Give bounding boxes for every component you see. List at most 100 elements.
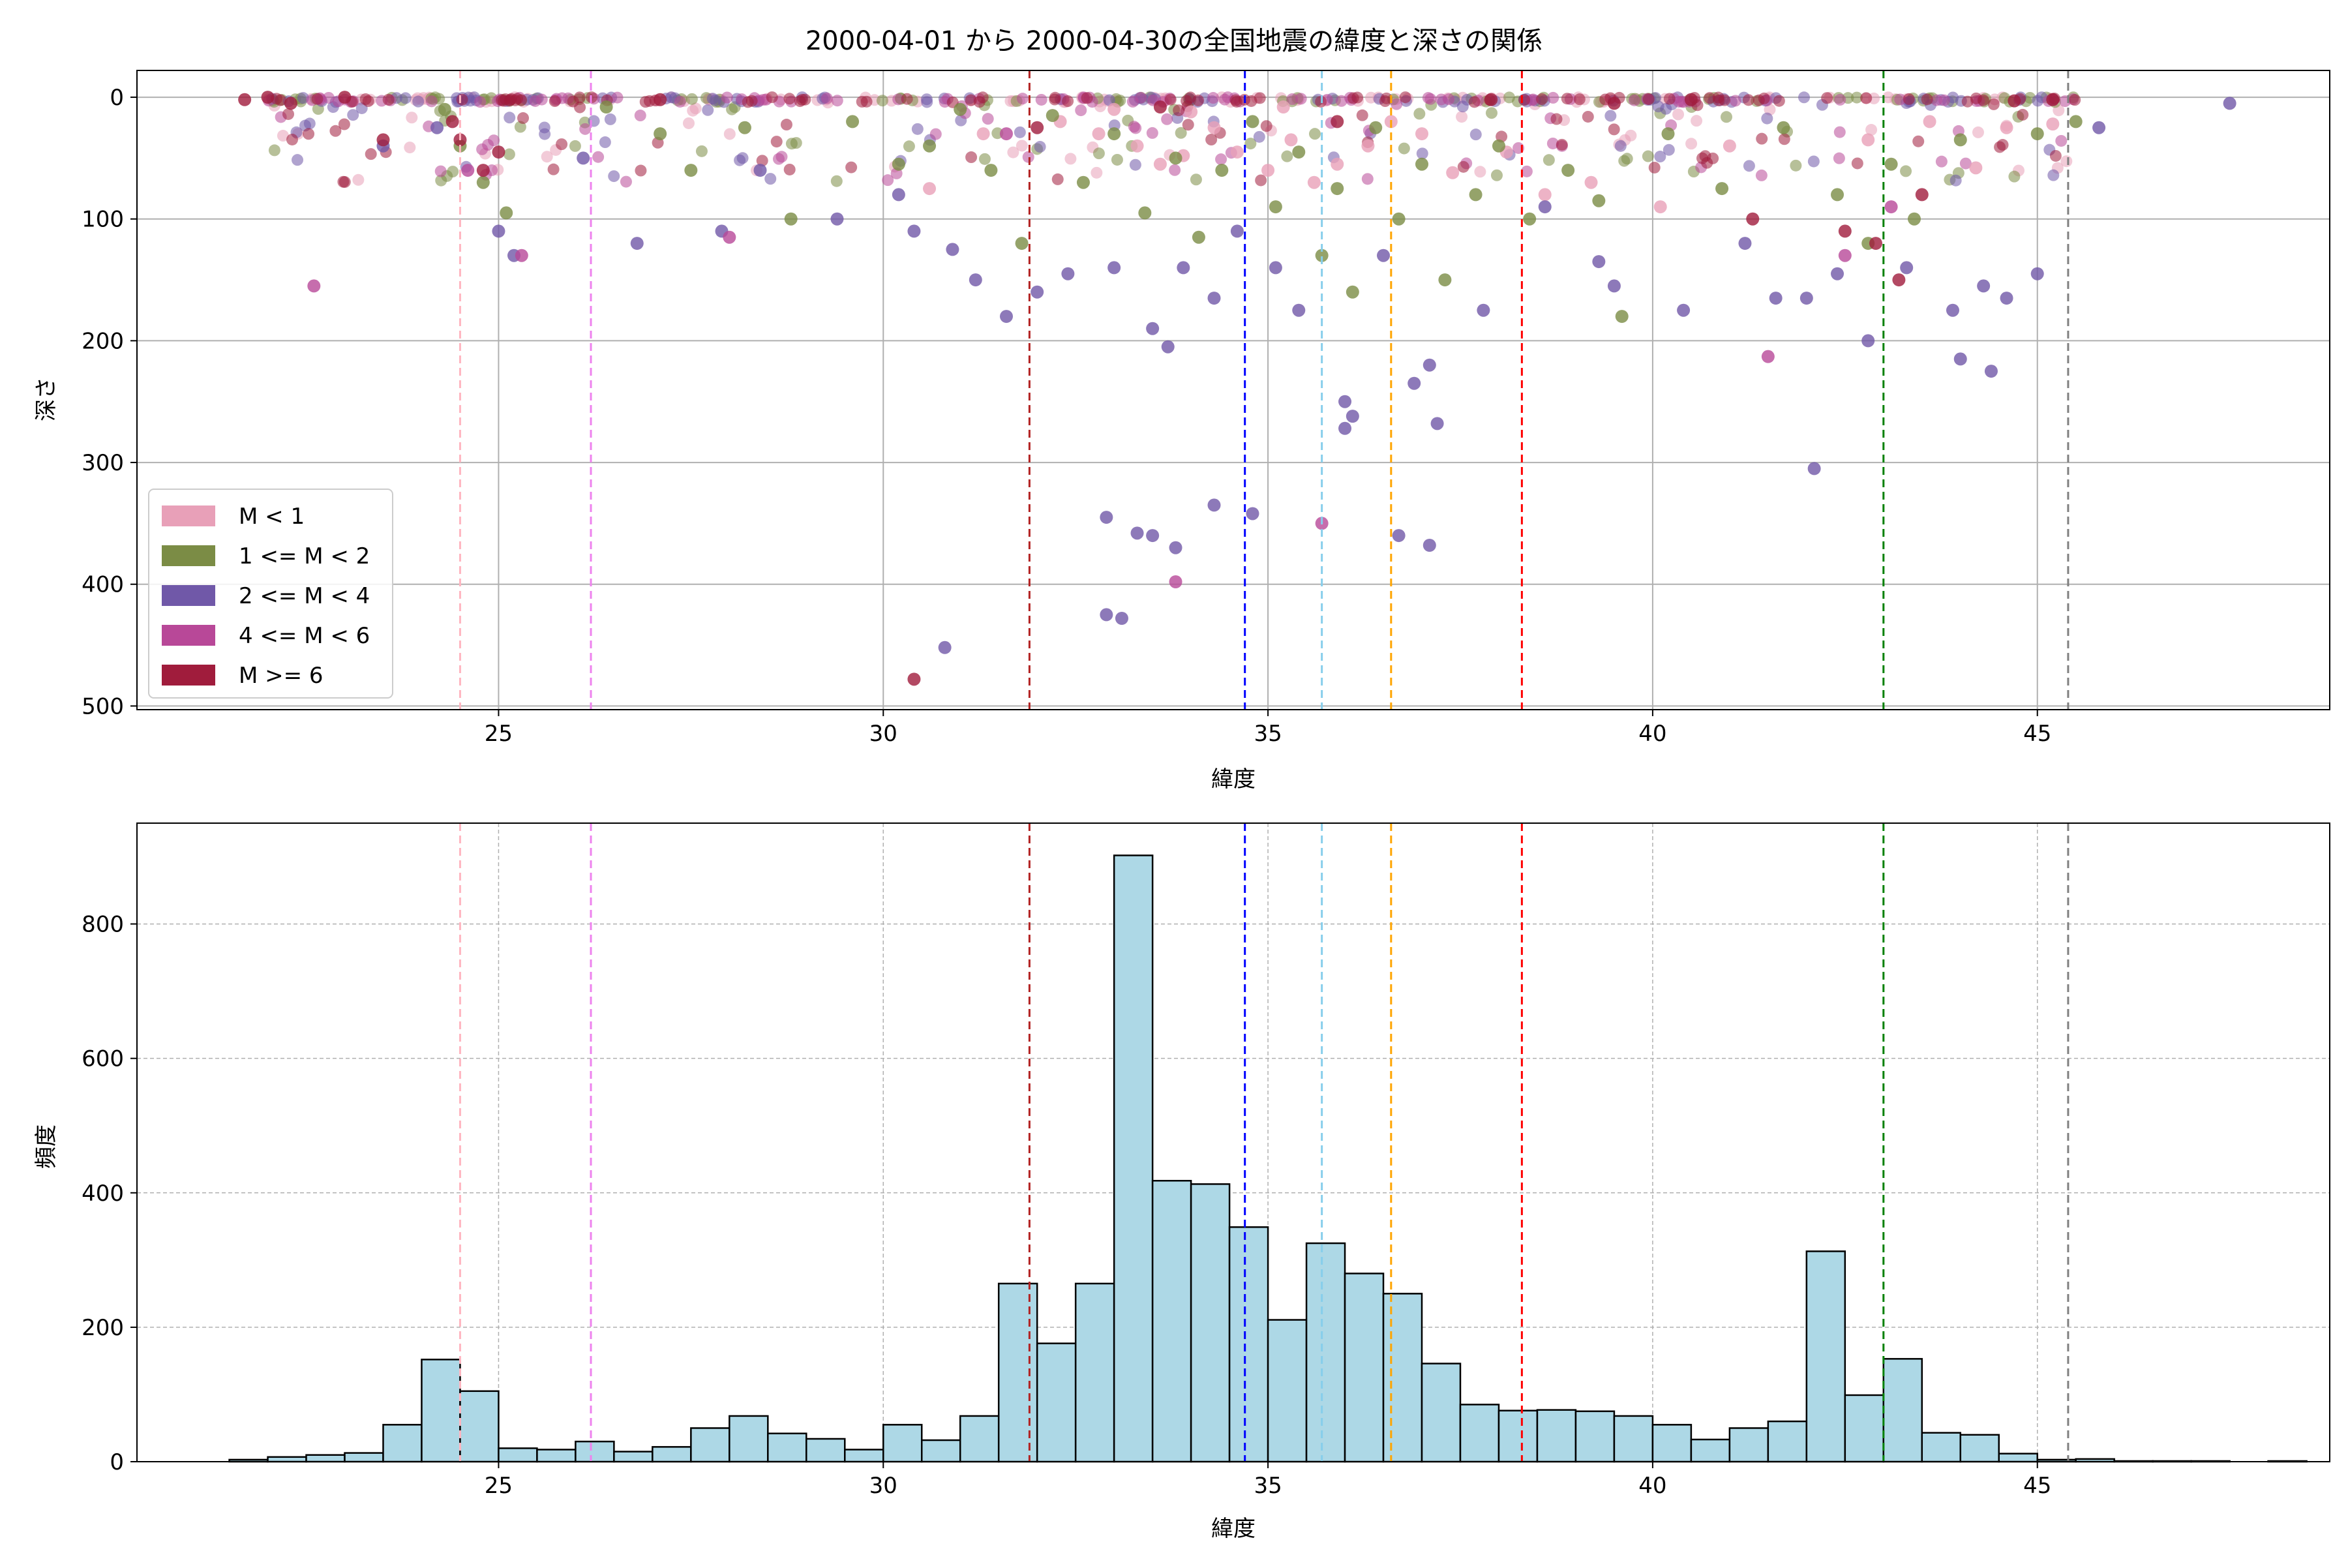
scatter-point — [1338, 421, 1352, 435]
scatter-band-point — [1719, 94, 1731, 106]
scatter-band-point — [1834, 93, 1846, 106]
scatter-band-point — [1281, 150, 1293, 162]
histogram-bar — [382, 1424, 423, 1463]
scatter-tick-label-y: 0 — [110, 85, 124, 111]
histogram-tick-label-y: 0 — [110, 1449, 124, 1475]
scatter-band-point — [1182, 119, 1194, 131]
histogram-bar — [1651, 1424, 1693, 1463]
scatter-point — [1284, 133, 1298, 147]
scatter-point — [723, 230, 736, 244]
scatter-band-point — [1064, 153, 1077, 165]
scatter-band-point — [1456, 111, 1468, 123]
scatter-band-point — [783, 93, 796, 105]
scatter-band-point — [1860, 92, 1873, 104]
scatter-point — [1169, 151, 1182, 165]
scatter-band-point — [311, 93, 324, 105]
scatter-band-point — [1755, 169, 1768, 181]
scatter-band-point — [406, 112, 418, 124]
scatter-frame — [136, 70, 2330, 710]
scatter-point — [1031, 121, 1044, 134]
scatter-series-1 — [438, 100, 2083, 324]
scatter-tick-label-y: 200 — [82, 328, 124, 354]
scatter-point — [1115, 612, 1128, 625]
scatter-point — [1446, 166, 1460, 179]
scatter-band-point — [1536, 93, 1548, 105]
scatter-point — [1000, 310, 1014, 324]
scatter-band-point — [1014, 126, 1026, 138]
scatter-band-point — [785, 138, 798, 150]
histogram-bar — [1728, 1427, 1769, 1463]
scatter-point — [1146, 322, 1160, 335]
histogram-bar — [1536, 1409, 1577, 1463]
scatter-band-point — [504, 112, 516, 124]
scatter-point — [1246, 115, 1259, 128]
scatter-band-point — [1720, 111, 1732, 123]
scatter-point — [1838, 224, 1852, 238]
histogram-xlabel: 緯度 — [1211, 1516, 1256, 1542]
scatter-point — [1307, 175, 1321, 189]
legend-label: M < 1 — [239, 504, 305, 530]
scatter-series-4 — [238, 91, 2060, 686]
scatter-band-point — [1604, 110, 1617, 122]
scatter-band-point — [1129, 158, 1141, 171]
scatter-band-point — [1286, 93, 1299, 106]
scatter-band-point — [799, 93, 811, 106]
scatter-band-point — [911, 123, 924, 135]
scatter-point — [599, 100, 613, 113]
scatter-band-point — [1996, 139, 2009, 151]
scatter-point — [1107, 102, 1121, 116]
scatter-point — [2223, 97, 2236, 110]
scatter-point — [1831, 188, 1844, 202]
scatter-band-point — [1111, 153, 1123, 166]
scatter-band-point — [347, 109, 359, 121]
histogram-bar — [1613, 1415, 1654, 1463]
scatter-point — [1523, 212, 1537, 226]
scatter-band-point — [1207, 92, 1220, 104]
scatter-point — [1607, 97, 1621, 110]
scatter-point — [1907, 212, 1921, 226]
scatter-band-point — [1474, 166, 1486, 178]
scatter-band-point — [1807, 155, 1820, 168]
scatter-point — [1592, 194, 1606, 207]
scatter-band-point — [2060, 155, 2073, 168]
scatter-band-point — [1833, 126, 1846, 138]
histogram-bar — [997, 1282, 1038, 1463]
scatter-band-point — [1035, 93, 1047, 106]
scatter-point — [2030, 127, 2044, 141]
scatter-series-3 — [307, 127, 1898, 588]
scatter-point — [907, 672, 921, 686]
scatter-band-point — [1062, 95, 1074, 107]
scatter-point — [2069, 115, 2083, 128]
scatter-band-point — [929, 128, 942, 140]
scatter-point — [515, 249, 528, 262]
scatter-point — [1338, 395, 1352, 408]
scatter-point — [1392, 529, 1406, 543]
scatter-band-point — [620, 175, 632, 188]
scatter-band-point — [1561, 93, 1573, 105]
histogram-bar — [767, 1432, 807, 1463]
scatter-band-point — [1091, 166, 1103, 179]
scatter-band-point — [434, 165, 447, 177]
scatter-band-point — [965, 151, 978, 164]
scatter-point — [1261, 164, 1275, 177]
scatter-band-point — [643, 95, 655, 107]
histogram-tick-label-x: 40 — [1638, 1473, 1666, 1499]
scatter-band-point — [1573, 93, 1586, 106]
legend-swatch — [162, 545, 215, 566]
scatter-band-point — [1894, 93, 1906, 106]
scatter-band-point — [1903, 93, 1915, 105]
scatter-point — [1015, 237, 1029, 250]
scatter-band-point — [1081, 92, 1093, 104]
scatter-band-point — [1308, 128, 1321, 140]
scatter-band-point — [978, 153, 991, 165]
scatter-band-point — [1169, 164, 1181, 176]
scatter-band-point — [282, 108, 295, 120]
legend-label: 4 <= M < 6 — [239, 623, 370, 649]
histogram-bar — [1305, 1242, 1346, 1463]
histogram-bar — [805, 1438, 846, 1463]
scatter-band-point — [1468, 96, 1481, 108]
scatter-point — [261, 91, 275, 104]
scatter-band-point — [1244, 138, 1257, 150]
legend-label: M >= 6 — [239, 663, 324, 689]
